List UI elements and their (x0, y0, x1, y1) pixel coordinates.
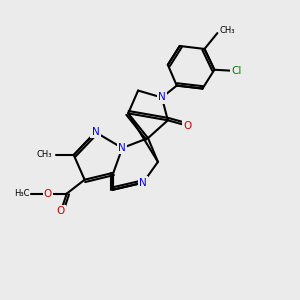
Text: O: O (184, 121, 192, 131)
Text: Cl: Cl (231, 66, 242, 76)
Text: N: N (139, 178, 147, 188)
Text: O: O (57, 206, 65, 216)
Text: CH₃: CH₃ (36, 151, 52, 160)
Text: N: N (92, 127, 99, 137)
Text: O: O (44, 189, 52, 199)
Text: N: N (118, 143, 126, 153)
Text: N: N (158, 92, 166, 103)
Text: H₃C: H₃C (14, 189, 29, 198)
Text: CH₃: CH₃ (219, 26, 235, 34)
